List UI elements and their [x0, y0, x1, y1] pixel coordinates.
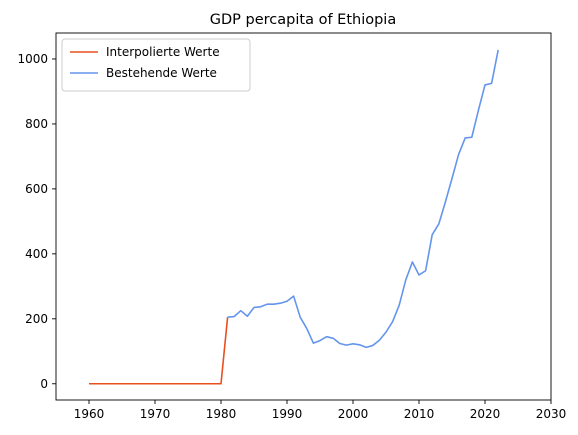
legend-label-1: Interpolierte Werte: [106, 45, 220, 59]
x-tick-label: 2000: [338, 407, 369, 421]
x-tick-label: 1980: [206, 407, 237, 421]
x-tick-label: 2030: [536, 407, 567, 421]
y-tick-label: 0: [40, 377, 48, 391]
legend: Interpolierte Werte Bestehende Werte: [61, 38, 251, 92]
series-line-1: [89, 317, 229, 385]
x-tick-label: 2020: [470, 407, 501, 421]
axes-frame: [55, 32, 552, 401]
y-tick-label: 400: [25, 247, 48, 261]
axes: 1960 1970 1980 1990 2000 2010 2020 2030 0 200 400 6…: [17, 32, 567, 421]
series-line-2: [227, 49, 499, 349]
x-tick-label: 1970: [140, 407, 171, 421]
plot-area: [89, 49, 499, 385]
legend-label-2: Bestehende Werte: [106, 66, 217, 80]
y-tick-label: 800: [25, 117, 48, 131]
y-tick-label: 200: [25, 312, 48, 326]
legend-box: [61, 38, 251, 92]
x-tick-label: 1960: [74, 407, 105, 421]
x-tick-label: 1990: [272, 407, 303, 421]
x-tick-label: 2010: [404, 407, 435, 421]
y-tick-label: 1000: [17, 52, 48, 66]
y-tick-label: 600: [25, 182, 48, 196]
chart-title: GDP percapita of Ethiopia: [210, 12, 396, 28]
